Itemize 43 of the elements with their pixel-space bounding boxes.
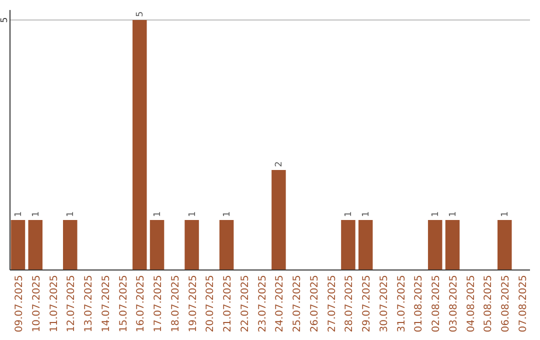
x-tick-label: 05.08.2025 [483,275,494,332]
x-tick-label: 11.07.2025 [48,275,60,332]
x-tick-label: 27.07.2025 [326,275,338,332]
x-tick-label: 03.08.2025 [448,275,460,332]
x-tick-label: 18.07.2025 [170,275,182,332]
x-tick-label: 10.07.2025 [31,275,42,332]
data-label: 2 [274,161,285,167]
x-tick-label: 16.07.2025 [136,275,147,332]
x-tick-label: 24.07.2025 [274,275,286,332]
x-tick-label: 30.07.2025 [378,275,390,332]
data-label: 1 [222,211,233,217]
x-tick-label: 14.07.2025 [100,275,112,332]
x-tick-label: 23.07.2025 [257,275,268,332]
x-tick-label: 19.07.2025 [188,275,199,332]
x-tick-label: 25.07.2025 [292,275,304,332]
x-tick-label: 28.07.2025 [344,275,356,332]
data-label: 1 [431,211,442,217]
x-tick-label: 02.08.2025 [431,275,442,332]
data-label: 1 [14,211,24,217]
data-label: 1 [153,211,164,217]
x-tick-label: 17.07.2025 [153,275,164,332]
data-label: 1 [66,211,76,217]
x-tick-label: 09.07.2025 [14,275,25,332]
x-tick-label: 13.07.2025 [84,275,95,332]
data-label: 1 [344,211,354,217]
x-tick-label: 06.08.2025 [500,275,512,332]
x-tick-label: 29.07.2025 [362,275,373,332]
x-tick-label: 21.07.2025 [222,275,234,332]
data-label: 1 [500,211,511,217]
data-label: 1 [362,211,372,217]
data-label: 1 [448,211,458,217]
data-label: 5 [136,11,146,17]
x-tick-label: 26.07.2025 [309,275,320,332]
data-label: 1 [31,211,42,217]
x-tick-label: 22.07.2025 [240,275,251,332]
x-tick-label: 07.08.2025 [518,275,530,332]
x-tick-label: 15.07.2025 [118,275,130,332]
data-label: 1 [188,211,198,217]
x-tick-label: 04.08.2025 [466,275,477,332]
x-tick-label: 31.07.2025 [396,275,408,332]
x-tick-label: 20.07.2025 [205,275,216,332]
x-tick-label: 01.08.2025 [414,275,425,332]
x-tick-label: 12.07.2025 [66,275,78,332]
